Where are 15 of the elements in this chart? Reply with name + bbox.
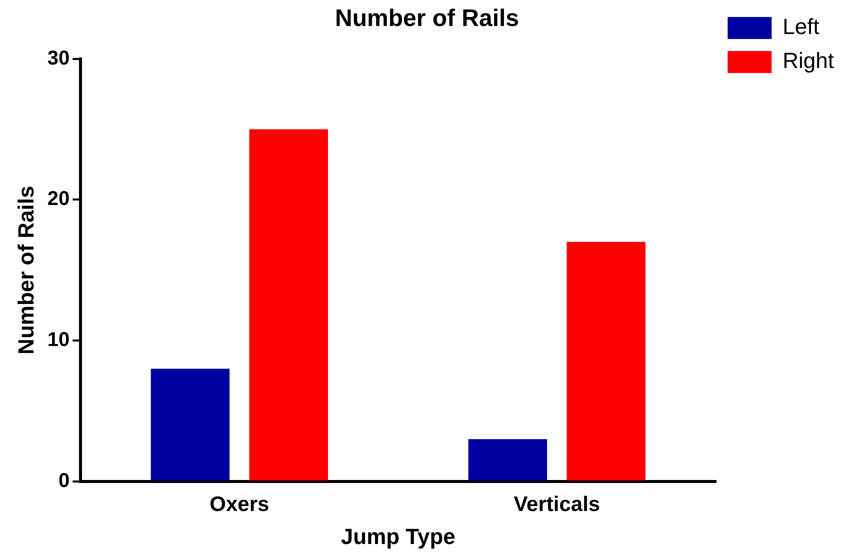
legend-label: Right <box>782 48 834 74</box>
x-tick-label: Oxers <box>210 492 270 516</box>
bar <box>249 129 328 480</box>
bar <box>566 242 646 480</box>
y-tick-label: 10 <box>47 329 70 352</box>
x-tick-label: Verticals <box>514 492 600 516</box>
x-axis-title: Jump Type <box>340 524 456 549</box>
y-axis-title: Number of Rails <box>13 186 38 354</box>
legend-label: Left <box>782 14 820 40</box>
chart-title: Number of Rails <box>334 5 520 32</box>
y-tick-label: 30 <box>47 47 70 70</box>
bar <box>468 439 548 480</box>
y-tick-label: 0 <box>58 470 70 492</box>
y-tick-label: 20 <box>47 188 70 210</box>
bar <box>150 368 230 480</box>
